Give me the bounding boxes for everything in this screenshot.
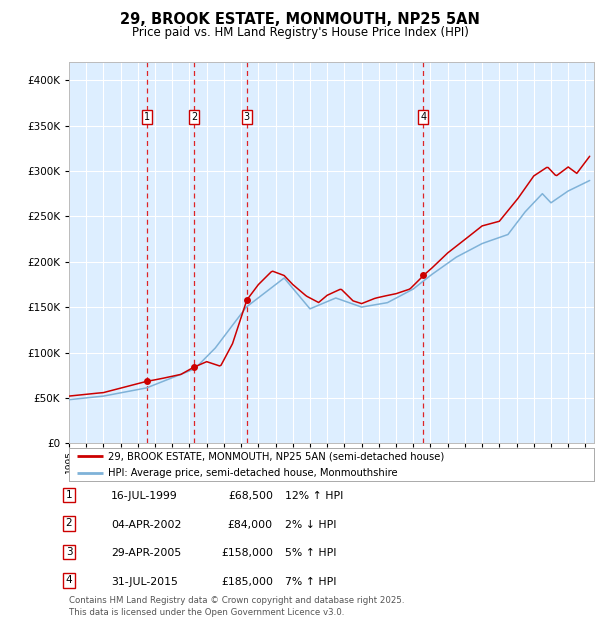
Text: 29, BROOK ESTATE, MONMOUTH, NP25 5AN: 29, BROOK ESTATE, MONMOUTH, NP25 5AN xyxy=(120,12,480,27)
Text: Contains HM Land Registry data © Crown copyright and database right 2025.
This d: Contains HM Land Registry data © Crown c… xyxy=(69,596,404,617)
Text: 5% ↑ HPI: 5% ↑ HPI xyxy=(285,548,337,558)
Text: 2: 2 xyxy=(191,112,197,122)
Text: 2: 2 xyxy=(65,518,73,528)
Text: 2% ↓ HPI: 2% ↓ HPI xyxy=(285,520,337,529)
Text: 16-JUL-1999: 16-JUL-1999 xyxy=(111,491,178,501)
Text: £158,000: £158,000 xyxy=(221,548,273,558)
Text: £68,500: £68,500 xyxy=(228,491,273,501)
Text: 31-JUL-2015: 31-JUL-2015 xyxy=(111,577,178,587)
Text: 3: 3 xyxy=(65,547,73,557)
Text: 04-APR-2002: 04-APR-2002 xyxy=(111,520,181,529)
Text: 12% ↑ HPI: 12% ↑ HPI xyxy=(285,491,343,501)
Text: 29, BROOK ESTATE, MONMOUTH, NP25 5AN (semi-detached house): 29, BROOK ESTATE, MONMOUTH, NP25 5AN (se… xyxy=(109,451,445,461)
Text: 1: 1 xyxy=(144,112,150,122)
Text: HPI: Average price, semi-detached house, Monmouthshire: HPI: Average price, semi-detached house,… xyxy=(109,468,398,479)
Text: 1: 1 xyxy=(65,490,73,500)
Text: £185,000: £185,000 xyxy=(221,577,273,587)
Text: 29-APR-2005: 29-APR-2005 xyxy=(111,548,181,558)
Text: £84,000: £84,000 xyxy=(228,520,273,529)
Text: 7% ↑ HPI: 7% ↑ HPI xyxy=(285,577,337,587)
Text: 3: 3 xyxy=(244,112,250,122)
Text: 4: 4 xyxy=(65,575,73,585)
Text: 4: 4 xyxy=(420,112,427,122)
Text: Price paid vs. HM Land Registry's House Price Index (HPI): Price paid vs. HM Land Registry's House … xyxy=(131,26,469,39)
